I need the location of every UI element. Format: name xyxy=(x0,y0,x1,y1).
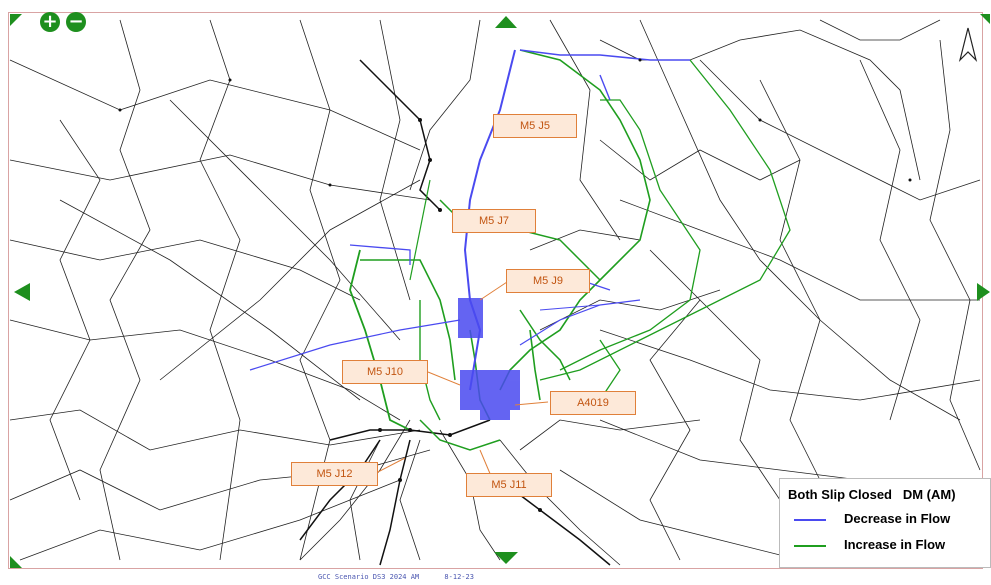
label-m5-j10: M5 J10 xyxy=(342,360,428,384)
legend-swatch-increase xyxy=(794,545,826,547)
legend-title: Both Slip Closed DM (AM) xyxy=(788,487,956,502)
zoom-out-button[interactable]: − xyxy=(66,12,86,32)
legend-item-decrease: Decrease in Flow xyxy=(780,509,991,531)
label-m5-j9: M5 J9 xyxy=(506,269,590,293)
zoom-in-button[interactable]: + xyxy=(40,12,60,32)
road-network-lines xyxy=(9,19,981,566)
label-a4019: A4019 xyxy=(550,391,636,415)
legend-label-decrease: Decrease in Flow xyxy=(844,511,951,526)
decrease-hotspot xyxy=(458,298,520,420)
pan-top-right-arrow-icon[interactable] xyxy=(980,14,990,24)
label-m5-j12: M5 J12 xyxy=(291,462,378,486)
map-legend: Both Slip Closed DM (AM) Decrease in Flo… xyxy=(779,478,991,568)
legend-swatch-decrease xyxy=(794,519,826,521)
pan-left-arrow-icon[interactable] xyxy=(14,283,30,301)
pan-right-arrow-icon[interactable] xyxy=(977,283,990,301)
pan-bottom-left-arrow-icon[interactable] xyxy=(10,556,22,568)
label-m5-j5: M5 J5 xyxy=(493,114,577,138)
label-m5-j11: M5 J11 xyxy=(466,473,552,497)
label-m5-j7: M5 J7 xyxy=(452,209,536,233)
pan-down-arrow-icon[interactable] xyxy=(494,552,518,564)
pan-top-left-arrow-icon[interactable] xyxy=(10,14,22,26)
north-arrow-icon xyxy=(958,27,978,62)
legend-item-increase: Increase in Flow xyxy=(780,535,991,557)
scenario-footer: GCC Scenario DS3 2024 AM 8-12-23 xyxy=(318,573,474,581)
legend-label-increase: Increase in Flow xyxy=(844,537,946,552)
pan-up-arrow-icon[interactable] xyxy=(495,16,517,28)
